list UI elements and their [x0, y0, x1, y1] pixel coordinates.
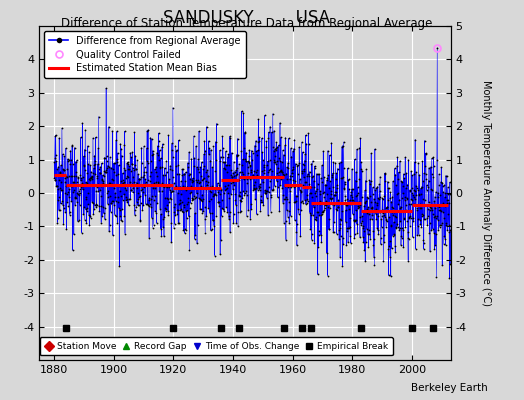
Legend: Station Move, Record Gap, Time of Obs. Change, Empirical Break: Station Move, Record Gap, Time of Obs. C… [39, 338, 393, 356]
Text: Berkeley Earth: Berkeley Earth [411, 383, 487, 393]
Text: SANDUSKY        USA: SANDUSKY USA [163, 9, 330, 27]
Text: Difference of Station Temperature Data from Regional Average: Difference of Station Temperature Data f… [61, 17, 432, 30]
Y-axis label: Monthly Temperature Anomaly Difference (°C): Monthly Temperature Anomaly Difference (… [481, 80, 490, 306]
